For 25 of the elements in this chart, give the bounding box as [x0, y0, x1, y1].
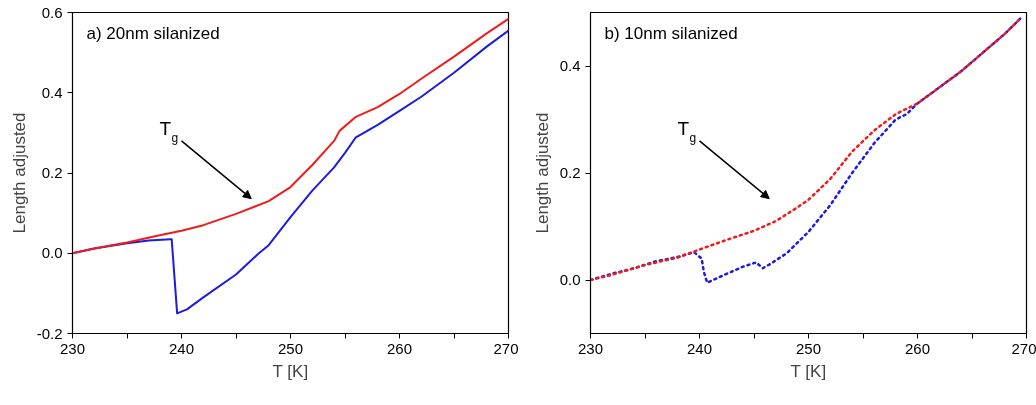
x-tick-label: 240 — [168, 339, 195, 357]
y-tick-label: 0.2 — [559, 164, 581, 181]
x-tick-label: 250 — [795, 339, 822, 357]
x-tick-label: 230 — [577, 339, 604, 357]
y-tick-label: 0.6 — [41, 3, 63, 21]
x-tick-label: 270 — [1011, 339, 1036, 357]
y-axis-title: Length adjusted — [9, 112, 29, 234]
x-tick-label: 270 — [493, 339, 519, 357]
text: a) 20nm silanized — [86, 23, 220, 43]
x-tick-label: 250 — [277, 339, 304, 357]
x-tick-label: 240 — [686, 339, 713, 357]
x-tick-label: 260 — [386, 339, 413, 357]
y-tick-label: 0.2 — [41, 164, 63, 181]
y-tick-label: 0.4 — [41, 83, 63, 101]
line-series — [72, 17, 509, 255]
y-tick-label: 0.0 — [559, 271, 581, 288]
y-tick-label: 0.0 — [41, 244, 63, 262]
x-axis-title: T [K] — [272, 361, 309, 381]
x-axis-title: T [K] — [790, 361, 827, 381]
y-tick-label: -0.2 — [36, 324, 63, 342]
y-tick-label: 0.4 — [559, 57, 581, 74]
text: b) 10nm silanized — [604, 23, 738, 43]
y-axis-title: Length adjusted — [532, 112, 552, 234]
x-tick-label: 230 — [59, 339, 86, 357]
x-tick-label: 260 — [904, 339, 931, 357]
